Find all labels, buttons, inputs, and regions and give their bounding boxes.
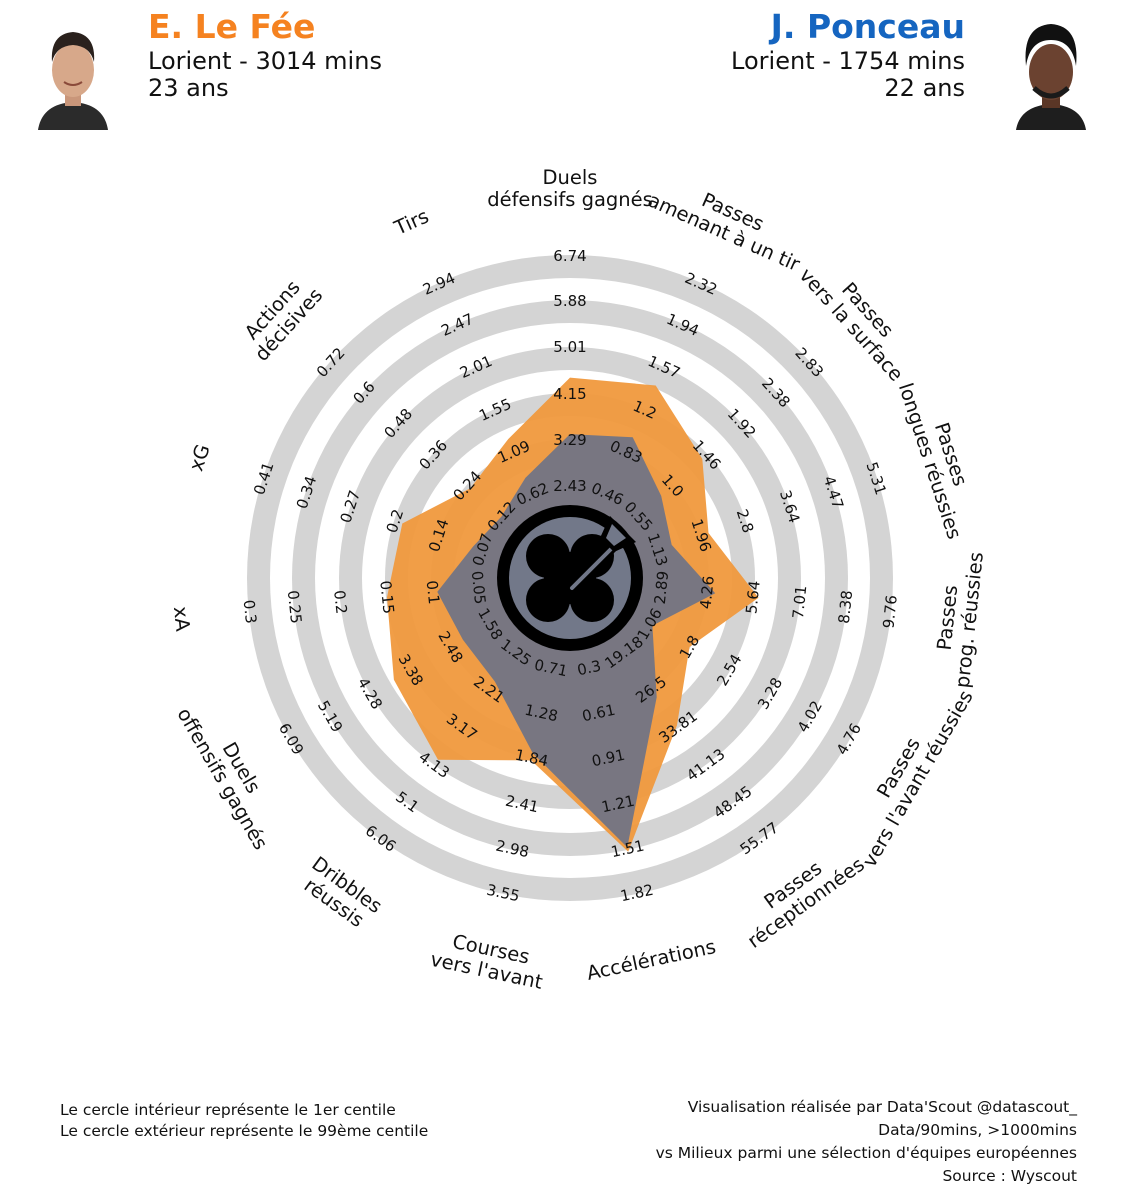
tick-label: 0.05	[468, 570, 489, 605]
footer-right-line: Data/90mins, >1000mins	[878, 1121, 1077, 1139]
player-name-left: E. Le Fée	[148, 7, 316, 46]
axis-label: Coursesvers l'avant	[428, 926, 549, 994]
axis-label: Duels défensifs gagnés	[487, 166, 653, 211]
tick-label: 0.3	[576, 657, 603, 680]
footer-left-line: Le cercle extérieur représente le 99ème …	[60, 1122, 429, 1140]
tick-label: 7.01	[789, 585, 810, 620]
axis-label-line: xA	[169, 605, 195, 633]
tick-label: 2.43	[553, 477, 586, 495]
player-club-minutes-left: Lorient - 3014 mins	[148, 47, 382, 75]
crossbow-logo-icon	[497, 505, 643, 651]
axis-label: Tirs	[390, 205, 432, 241]
tick-label: 0.15	[376, 580, 397, 615]
axis-label: Dribblesréussis	[295, 852, 387, 936]
tick-label: 0.1	[423, 580, 443, 606]
tick-label: 5.01	[553, 338, 586, 356]
tick-label: 0.25	[284, 589, 305, 624]
axis-label-line: xG	[185, 441, 215, 473]
player-age-left: 23 ans	[148, 74, 229, 102]
axis-label-line: Duels	[543, 166, 598, 189]
axis-label-line: défensifs gagnés	[487, 188, 653, 211]
axis-label: Passesamenant à un tir	[645, 168, 814, 276]
footer-left-line: Le cercle intérieur représente le 1er ce…	[60, 1101, 396, 1119]
footer-right-line: Visualisation réalisée par Data'Scout @d…	[687, 1098, 1077, 1116]
tick-label: 5.64	[742, 580, 763, 615]
axis-label: Accélérations	[585, 935, 718, 985]
axis-label: Actionsdécisives	[234, 269, 328, 366]
tick-label: 5.88	[553, 292, 586, 310]
tick-label: 4.15	[553, 385, 586, 403]
axis-label-line: vers l'avant réussies	[858, 686, 978, 871]
tick-label: 0.3	[240, 599, 260, 625]
axis-label-line: Tirs	[390, 205, 432, 241]
tick-label: 9.76	[880, 594, 901, 629]
header: E. Le Fée Lorient - 3014 mins 23 ans J. …	[0, 0, 1123, 140]
player-age-right: 22 ans	[884, 74, 965, 102]
player-photo-right	[1012, 18, 1090, 130]
tick-label: 8.38	[835, 589, 856, 624]
footer-right-line: vs Milieux parmi une sélection d'équipes…	[655, 1144, 1077, 1162]
player-photo-left	[34, 18, 112, 130]
axis-label-line: Accélérations	[585, 935, 718, 985]
tick-label: 2.89	[651, 570, 672, 605]
footer-legend-note: Le cercle intérieur représente le 1er ce…	[60, 1100, 428, 1142]
axis-label: Passesprog. réussies	[929, 549, 988, 689]
axis-label: Passeslongues réussies	[894, 373, 987, 542]
footer-credits: Visualisation réalisée par Data'Scout @d…	[656, 1096, 1077, 1188]
player-club-minutes-right: Lorient - 1754 mins	[731, 47, 965, 75]
tick-label: 3.29	[553, 431, 586, 449]
player-name-right: J. Ponceau	[770, 7, 965, 46]
axis-label: Duelsoffensifs gagnés	[172, 693, 291, 854]
axis-label: xG	[185, 441, 215, 473]
tick-label: 0.2	[330, 589, 350, 615]
footer-right-line: Source : Wyscout	[942, 1167, 1077, 1185]
axis-label: xA	[169, 605, 195, 633]
tick-label: 4.26	[697, 575, 718, 610]
tick-label: 6.74	[553, 247, 586, 265]
